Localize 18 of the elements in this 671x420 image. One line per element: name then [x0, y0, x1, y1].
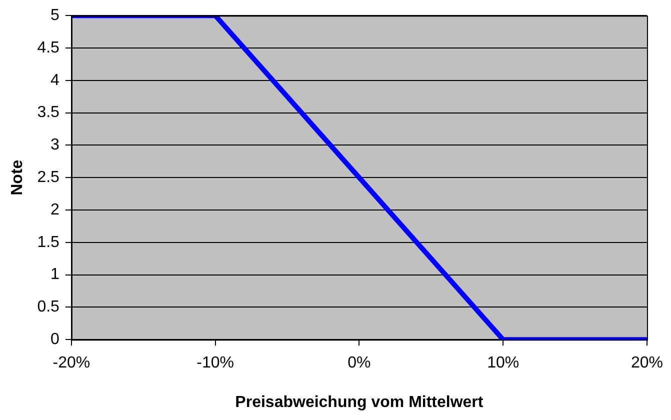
y-tick-label: 4 [50, 72, 60, 89]
y-tick-label: 0 [50, 331, 60, 348]
y-tick-label: 3.5 [37, 104, 60, 122]
y-axis-title: Note [9, 160, 26, 196]
x-axis-title: Preisabweichung vom Mittelwert [235, 394, 484, 411]
y-tick-label: 2 [50, 201, 60, 218]
x-tick-label: -10% [196, 354, 234, 372]
y-tick-label: 3 [50, 136, 60, 154]
y-tick-label: 0.5 [37, 298, 60, 316]
x-tick-label: 20% [630, 354, 664, 372]
y-tick-label: 5 [50, 7, 60, 24]
y-tick-label: 1.5 [37, 234, 60, 251]
x-tick-label: 10% [487, 354, 520, 372]
y-tick-label: 4.5 [37, 39, 60, 56]
x-tick-label: -20% [52, 354, 90, 372]
x-tick-label: 0% [348, 354, 371, 372]
y-tick-label: 2.5 [37, 169, 60, 186]
y-tick-label: 1 [50, 266, 60, 284]
